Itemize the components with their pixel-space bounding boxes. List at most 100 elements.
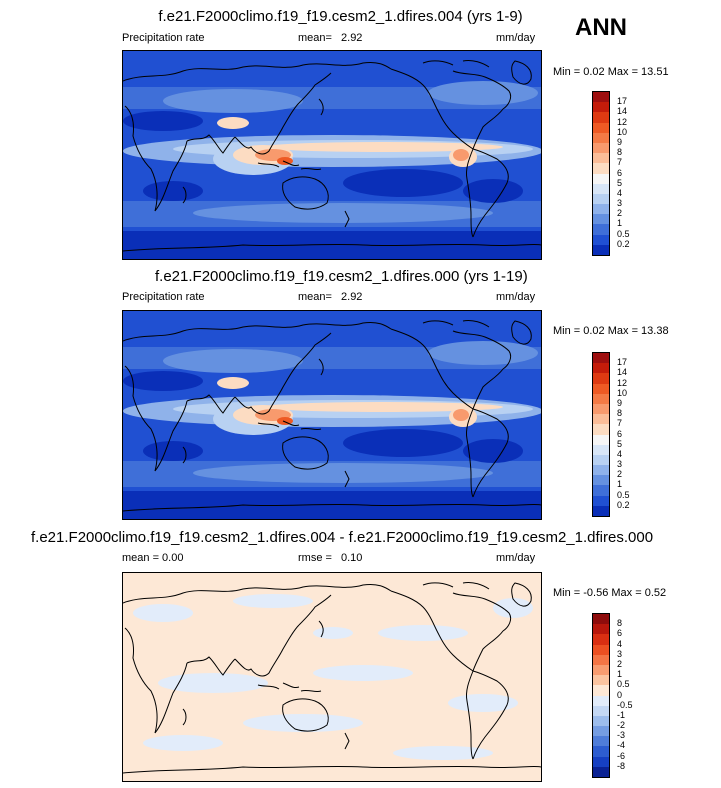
- panel-3-colorbar-label: 6: [617, 628, 623, 639]
- panel-3-colorbar-label: 0: [617, 689, 623, 700]
- panel-3-title: f.e21.F2000climo.f19_f19.cesm2_1.dfires.…: [31, 529, 654, 546]
- panel-2-colorbar-swatch: [593, 495, 609, 506]
- panel-1-colorbar-label: 3: [617, 198, 623, 209]
- panel-1-colorbar-swatch: [593, 224, 609, 235]
- panel-3-colorbar-label: 0.5: [617, 679, 630, 690]
- panel-3-colorbar-label: 4: [617, 638, 623, 649]
- panel-1-colorbar-label: 2: [617, 208, 623, 219]
- panel-2-colorbar-swatch: [593, 363, 609, 374]
- panel-2-colorbar-swatch: [593, 454, 609, 466]
- panel-2-colorbar-label: 0.5: [617, 489, 630, 500]
- panel-3-rmse-value: 0.10: [341, 552, 363, 564]
- panel-3-colorbar-swatch: [593, 675, 609, 686]
- panel-2-colorbar-label: 17: [617, 357, 628, 368]
- panel-3-colorbar-swatch: [593, 746, 609, 757]
- panel-2-colorbar-label: 9: [617, 397, 623, 408]
- panel-2-title: f.e21.F2000climo.f19_f19.cesm2_1.dfires.…: [155, 268, 528, 285]
- panel-3-colorbar-label: -1: [617, 709, 626, 720]
- panel-3-colorbar-label: 1: [617, 669, 623, 680]
- panel-3-colorbar-label: -2: [617, 720, 626, 731]
- panel-2-colorbar-swatch: [593, 505, 609, 516]
- panel-1-colorbar-label: 10: [617, 126, 628, 137]
- panel-3-difference-field: [123, 573, 541, 781]
- panel-2-mean-text: mean=: [298, 291, 332, 303]
- panel-1-colorbar-label: 0.2: [617, 238, 630, 249]
- panel-1-colorbar-swatch: [593, 102, 609, 113]
- panel-3-colorbar-swatch: [593, 766, 609, 777]
- panel-2-colorbar: [592, 352, 610, 517]
- panel-2-colorbar-swatch: [593, 424, 609, 435]
- panel-3-colorbar-swatch: [593, 736, 609, 747]
- panel-1-colorbar-swatch: [593, 112, 609, 123]
- panel-1-colorbar-label: 17: [617, 96, 628, 107]
- panel-2-colorbar-label: 14: [617, 367, 628, 378]
- panel-1-variable-label: Precipitation rate: [122, 32, 205, 44]
- panel-2-variable-label: Precipitation rate: [122, 291, 205, 303]
- panel-3-rmse-label: rmse = 0.10: [298, 552, 362, 564]
- panel-3-colorbar-label: -8: [617, 760, 626, 771]
- panel-3-colorbar-swatch: [593, 654, 609, 665]
- panel-3-minmax: Min = -0.56 Max = 0.52: [553, 587, 667, 599]
- panel-3-colorbar-swatch: [593, 685, 609, 696]
- panel-1-colorbar-label: 4: [617, 187, 623, 198]
- panel-2-colorbar-label: 5: [617, 438, 623, 449]
- panel-3-rmse-text: rmse =: [298, 552, 332, 564]
- panel-2-colorbar-swatch: [593, 475, 609, 486]
- panel-1-map: [122, 50, 542, 260]
- panel-1-colorbar-swatch: [593, 204, 609, 215]
- panel-3-colorbar-swatch: [593, 726, 609, 737]
- panel-1-colorbar-label: 7: [617, 157, 623, 168]
- panel-2-colorbar-swatch: [593, 353, 609, 364]
- panel-1-colorbar-swatch: [593, 173, 609, 184]
- panel-1-colorbar-label: 8: [617, 147, 623, 158]
- panel-1-colorbar-swatch: [593, 132, 609, 143]
- season-label: ANN: [575, 14, 627, 41]
- panel-2-colorbar-swatch: [593, 383, 609, 394]
- panel-1-colorbar-label: 5: [617, 177, 623, 188]
- panel-2-minmax: Min = 0.02 Max = 13.38: [553, 325, 669, 337]
- panel-3-mean: mean = 0.00: [122, 552, 184, 564]
- panel-1-colorbar-label: 9: [617, 136, 623, 147]
- panel-2-colorbar-label: 8: [617, 408, 623, 419]
- panel-1-colorbar: [592, 91, 610, 256]
- panel-2-map: [122, 310, 542, 520]
- panel-2-colorbar-label: 2: [617, 469, 623, 480]
- panel-1-title: f.e21.F2000climo.f19_f19.cesm2_1.dfires.…: [158, 8, 523, 25]
- panel-2-colorbar-swatch: [593, 393, 609, 404]
- panel-3-colorbar-swatch: [593, 705, 609, 716]
- panel-2-colorbar-label: 4: [617, 448, 623, 459]
- panel-1-colorbar-swatch: [593, 193, 609, 205]
- panel-2-colorbar-swatch: [593, 465, 609, 476]
- panel-1-colorbar-label: 14: [617, 106, 628, 117]
- panel-3-colorbar-label: 8: [617, 618, 623, 629]
- panel-1-colorbar-swatch: [593, 153, 609, 164]
- panel-1-minmax: Min = 0.02 Max = 13.51: [553, 66, 669, 78]
- panel-2-colorbar-label: 6: [617, 428, 623, 439]
- panel-3-colorbar-swatch: [593, 644, 609, 655]
- panel-1-colorbar-swatch: [593, 142, 609, 154]
- panel-1-colorbar-label: 0.5: [617, 228, 630, 239]
- panel-2-mean-value: 2.92: [341, 291, 363, 303]
- panel-1-units: mm/day: [496, 32, 536, 44]
- panel-2-units: mm/day: [496, 291, 536, 303]
- panel-1-colorbar-label: 1: [617, 218, 623, 229]
- panel-3-colorbar-swatch: [593, 664, 609, 676]
- panel-2-colorbar-swatch: [593, 373, 609, 384]
- panel-2-colorbar-label: 7: [617, 418, 623, 429]
- panel-1-colorbar-swatch: [593, 234, 609, 245]
- panel-1-precip-field: [123, 51, 541, 259]
- panel-3-colorbar-label: 2: [617, 658, 623, 669]
- panel-3-colorbar-swatch: [593, 614, 609, 625]
- panel-1-colorbar-label: 6: [617, 167, 623, 178]
- panel-3-colorbar-label: -4: [617, 740, 626, 751]
- panel-3-colorbar-swatch: [593, 756, 609, 767]
- panel-2-colorbar-label: 3: [617, 459, 623, 470]
- panel-2-precip-field: [123, 311, 541, 519]
- panel-3-colorbar: [592, 613, 610, 778]
- panel-2-colorbar-swatch: [593, 485, 609, 496]
- panel-3-colorbar-swatch: [593, 715, 609, 727]
- panel-2-colorbar-label: 12: [617, 377, 628, 388]
- panel-3-map: [122, 572, 542, 782]
- panel-3-units: mm/day: [496, 552, 536, 564]
- panel-1-colorbar-swatch: [593, 92, 609, 103]
